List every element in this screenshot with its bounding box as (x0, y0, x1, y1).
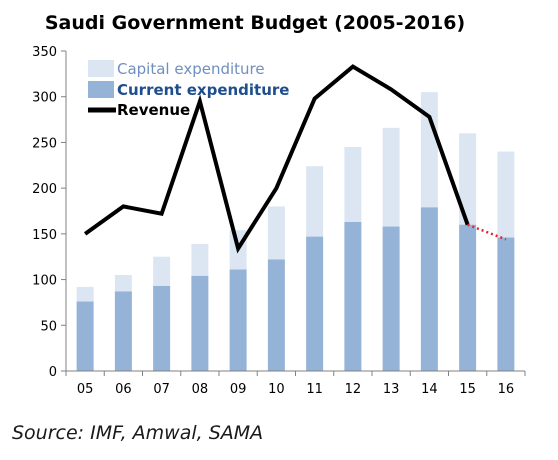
bar-capital-12 (344, 147, 362, 222)
bar-capital-16 (497, 151, 515, 238)
x-tick-label-10: 10 (268, 382, 285, 397)
y-tick-label-200: 200 (32, 182, 57, 197)
chart-title: Saudi Government Budget (2005-2016) (45, 12, 465, 34)
bar-current-05 (76, 301, 94, 371)
legend-label-capital: Capital expenditure (117, 60, 265, 78)
x-tick-label-11: 11 (306, 382, 323, 397)
legend-label-revenue: Revenue (117, 101, 190, 119)
bar-current-07 (153, 285, 171, 371)
x-tick-label-05: 05 (77, 382, 94, 397)
axes-layer: 0 50 100 150 200 250 300 350 05 06 07 08 09 10 11 12 13 1… (32, 45, 526, 397)
x-tick-label-12: 12 (345, 382, 362, 397)
bar-capital-06 (114, 275, 132, 292)
bar-current-15 (459, 224, 477, 371)
bar-current-12 (344, 221, 362, 371)
revenue-line (83, 64, 470, 254)
y-tick-label-350: 350 (32, 45, 57, 60)
bar-capital-10 (267, 206, 285, 260)
legend-swatch-capital (88, 60, 114, 77)
x-tick-label-16: 16 (498, 382, 515, 397)
x-tick-label-06: 06 (115, 382, 132, 397)
bar-current-08 (191, 275, 209, 371)
legend-swatch-current (88, 81, 114, 98)
line-layer (83, 64, 507, 254)
bar-capital-13 (382, 127, 400, 227)
bar-capital-14 (420, 92, 438, 208)
y-tick-label-0: 0 (49, 365, 57, 380)
y-tick-label-100: 100 (32, 274, 57, 289)
x-tick-label-07: 07 (153, 382, 170, 397)
y-tick-label-50: 50 (40, 319, 57, 334)
bar-current-11 (306, 236, 324, 371)
bar-current-14 (420, 207, 438, 371)
bar-current-09 (229, 269, 247, 371)
bar-capital-15 (459, 133, 477, 225)
bar-current-13 (382, 226, 400, 371)
bar-current-16 (497, 237, 515, 371)
bar-capital-05 (76, 286, 94, 302)
bar-capital-07 (153, 256, 171, 286)
bar-current-06 (114, 291, 132, 371)
legend-label-current: Current expenditure (117, 81, 289, 99)
x-tick-label-08: 08 (192, 382, 209, 397)
x-tick-label-14: 14 (421, 382, 438, 397)
x-tick-label-09: 09 (230, 382, 247, 397)
bar-capital-08 (191, 243, 209, 276)
bars-layer (76, 92, 515, 371)
legend: Capital expenditure Current expenditure … (88, 60, 289, 119)
y-tick-label-300: 300 (32, 91, 57, 106)
source-note: Source: IMF, Amwal, SAMA (12, 422, 264, 444)
bar-capital-11 (306, 166, 324, 237)
x-tick-label-15: 15 (459, 382, 476, 397)
y-tick-label-150: 150 (32, 228, 57, 243)
revenue-projection-line (467, 223, 507, 241)
y-tick-label-250: 250 (32, 136, 57, 151)
bar-current-10 (267, 259, 285, 371)
x-tick-label-13: 13 (383, 382, 400, 397)
